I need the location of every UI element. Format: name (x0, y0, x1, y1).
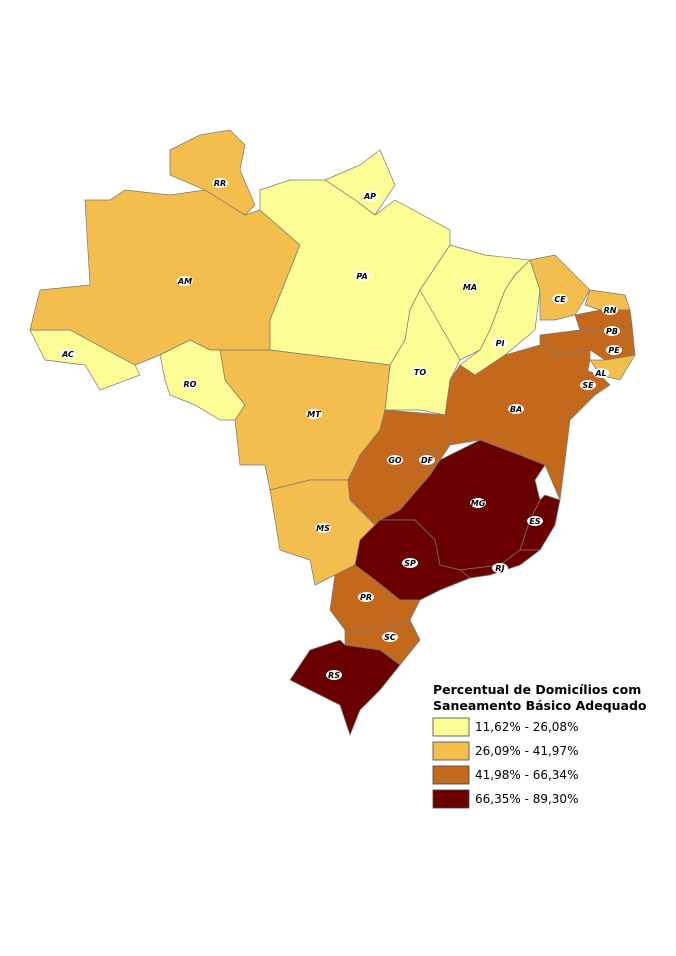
state-label: GO (388, 456, 402, 465)
state-label-bg (412, 367, 428, 377)
state-label: SP (404, 559, 416, 568)
legend-label: 26,09% - 41,97% (475, 744, 578, 758)
state-label: PE (608, 346, 620, 355)
state-label-bg (602, 305, 618, 315)
state-label-bg (354, 271, 370, 281)
state-label-bg (315, 523, 331, 533)
state-label: MS (316, 524, 330, 533)
state-label: MA (463, 283, 477, 292)
state-label: RN (604, 306, 617, 315)
state-label: RO (184, 380, 197, 389)
legend-swatch (432, 741, 470, 761)
state-label-bg (552, 294, 568, 304)
state-shape (289, 639, 401, 737)
state-label-bg (212, 178, 228, 188)
state-label: ES (529, 517, 540, 526)
state-label: AM (177, 277, 192, 286)
state-label-bg (470, 498, 486, 508)
states (29, 129, 636, 737)
state-label-bg (387, 455, 403, 465)
state-label: PB (606, 327, 618, 336)
legend-label: 11,62% - 26,08% (475, 720, 578, 734)
state-label-bg (362, 191, 378, 201)
state-label: RS (328, 671, 340, 680)
state-label-bg (358, 592, 374, 602)
state-shape (169, 129, 256, 216)
state-label-bg (593, 368, 609, 378)
state-shape (459, 549, 542, 579)
legend-label: 66,35% - 89,30% (475, 792, 578, 806)
legend-swatch (432, 717, 470, 737)
state-shape (384, 289, 461, 416)
state-label: CE (554, 295, 566, 304)
state-label-bg (604, 326, 620, 336)
state-label: AP (363, 192, 376, 201)
state-shape (529, 254, 591, 321)
state-label: RR (214, 179, 226, 188)
state-label-bg (177, 276, 193, 286)
state-label-bg (508, 404, 524, 414)
state-label: MG (471, 499, 486, 508)
state-label-bg (527, 516, 543, 526)
state-label: RJ (495, 564, 504, 573)
state-label-bg (402, 558, 418, 568)
state-label-bg (606, 345, 622, 355)
state-label: BA (510, 405, 522, 414)
state-label-bg (382, 632, 398, 642)
state-label: DF (421, 456, 434, 465)
state-label-bg (326, 670, 342, 680)
state-label-bg (306, 409, 322, 419)
state-label: PA (356, 272, 367, 281)
state-label: SE (582, 381, 594, 390)
state-label: PR (360, 593, 372, 602)
state-label: SC (384, 633, 396, 642)
legend-swatch (432, 789, 470, 809)
state-label-bg (182, 379, 198, 389)
state-shape (159, 339, 246, 421)
state-label: AL (594, 369, 606, 378)
state-label-bg (419, 455, 435, 465)
state-label: PI (496, 339, 505, 348)
state-label: MT (307, 410, 321, 419)
state-label-bg (492, 563, 508, 573)
state-label-bg (492, 338, 508, 348)
state-label: TO (414, 368, 426, 377)
legend-title: Percentual de Domicílios com (433, 682, 641, 697)
legend-title: Saneamento Básico Adequado (433, 698, 647, 713)
state-label: AC (61, 350, 74, 359)
legend-swatch (432, 765, 470, 785)
state-label-bg (462, 282, 478, 292)
legend-label: 41,98% - 66,34% (475, 768, 578, 782)
state-label-bg (580, 380, 596, 390)
state-label-bg (60, 349, 76, 359)
